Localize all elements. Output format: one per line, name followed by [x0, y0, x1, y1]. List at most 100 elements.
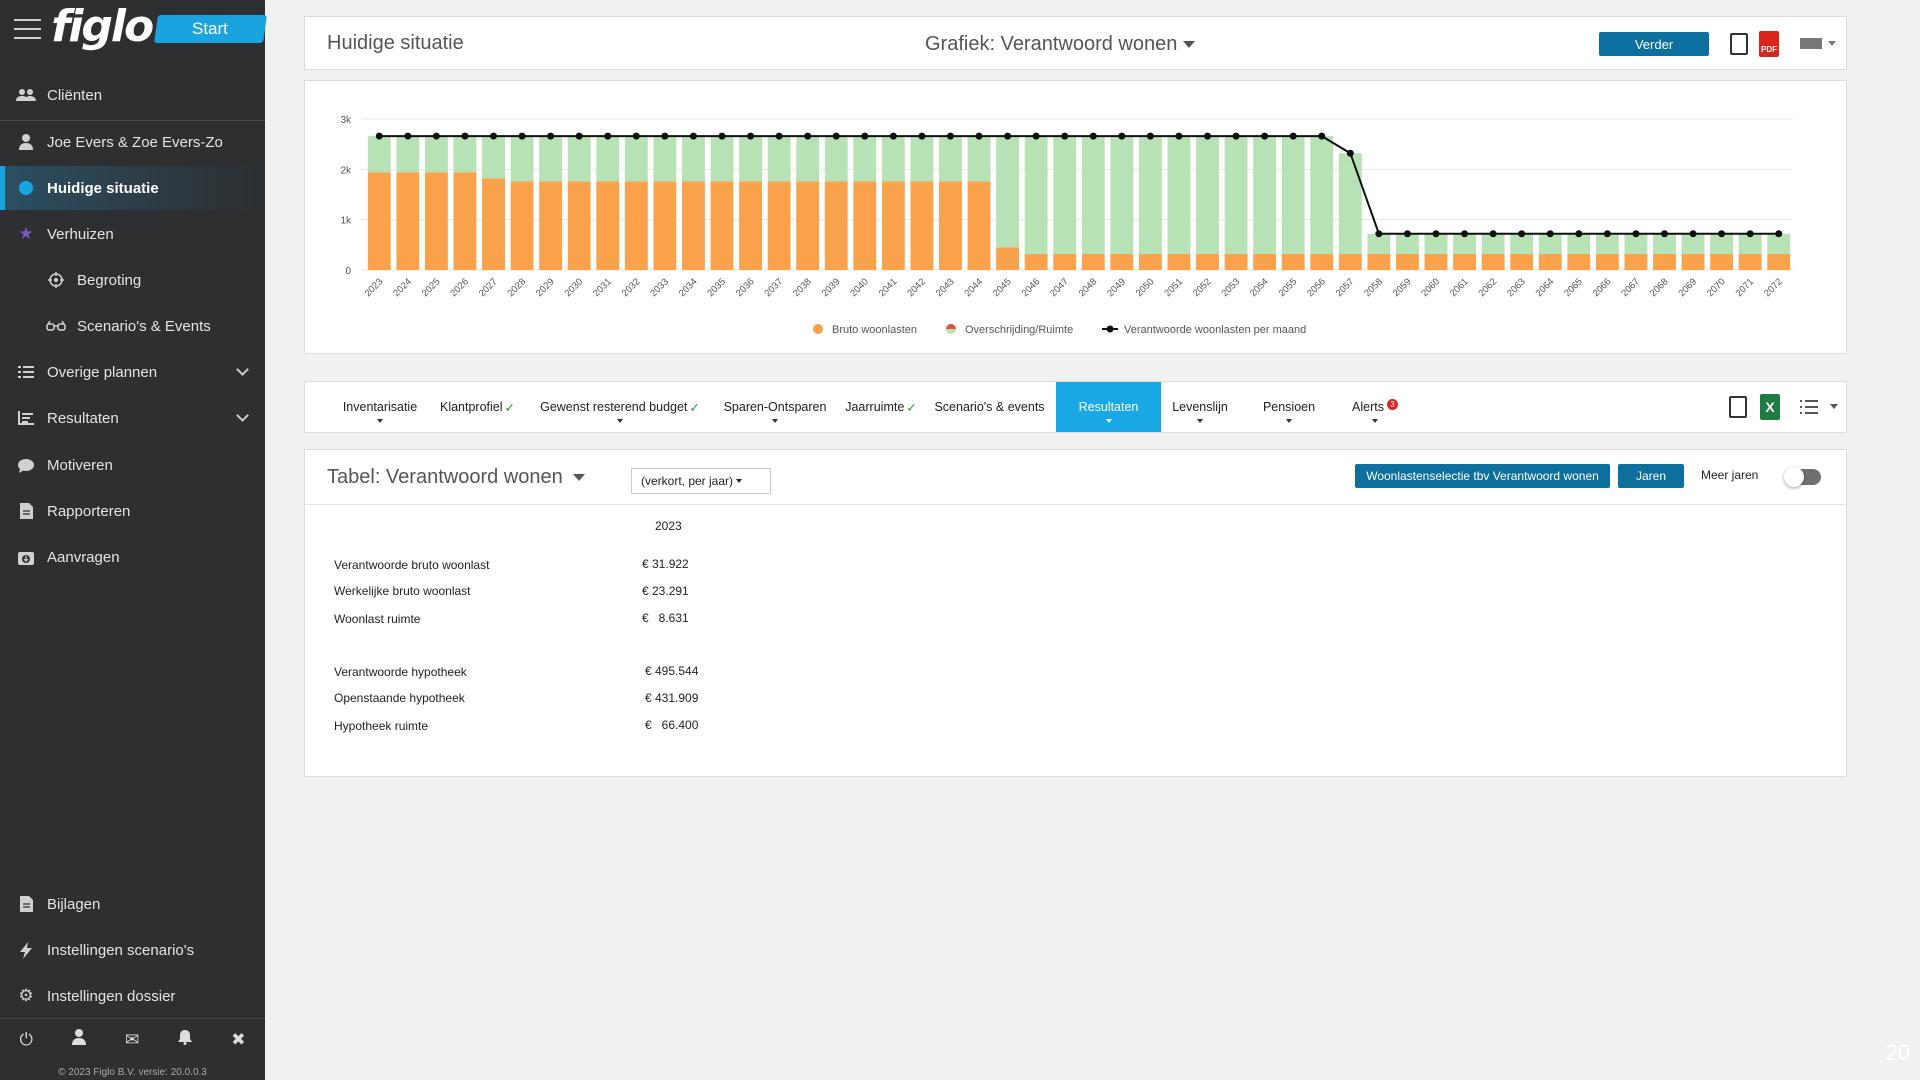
- line-point: [1603, 230, 1611, 238]
- sidebar-item-verhuizen[interactable]: ★ Verhuizen: [0, 212, 265, 256]
- sidebar-item-begroting[interactable]: Begroting: [0, 258, 265, 302]
- sidebar-item-scenarios-events[interactable]: Scenario's & Events: [0, 304, 265, 348]
- line-point: [1375, 230, 1383, 238]
- bar-overschrijding-ruimte: [967, 136, 991, 182]
- legend-swatch-point: [1106, 325, 1114, 333]
- copy-icon[interactable]: [1725, 33, 1748, 61]
- divider: [305, 504, 1846, 505]
- view-dropdown[interactable]: [1800, 38, 1836, 49]
- alert-count-badge: 3: [1386, 398, 1398, 410]
- copy-icon[interactable]: [1724, 396, 1747, 424]
- pdf-icon[interactable]: PDF: [1759, 31, 1779, 57]
- tab-resultaten[interactable]: Resultaten: [1056, 382, 1161, 432]
- sidebar-item-aanvragen[interactable]: Aanvragen: [0, 535, 265, 579]
- sidebar-item-bijlagen[interactable]: Bijlagen: [0, 882, 265, 926]
- excel-icon[interactable]: X: [1760, 394, 1780, 420]
- sidebar: figlo Start Cliënten Joe Evers & Zoe Eve…: [0, 0, 267, 1080]
- bar-overschrijding-ruimte: [1624, 233, 1648, 254]
- period-select[interactable]: (verkort, per jaar): [631, 468, 771, 494]
- x-tick-label: 2039: [820, 276, 843, 299]
- line-point: [1261, 132, 1269, 140]
- tab-klantprofiel[interactable]: Klantprofiel ✓: [435, 382, 520, 432]
- bar-bruto-woonlasten: [1338, 253, 1362, 270]
- sidebar-item-instellingen-dossier[interactable]: ⚙ Instellingen dossier: [0, 974, 265, 1018]
- bar-overschrijding-ruimte: [682, 136, 705, 182]
- x-tick-label: 2045: [991, 276, 1014, 299]
- line-point: [661, 132, 669, 140]
- x-tick-label: 2038: [791, 276, 814, 299]
- tab-inventarisatie[interactable]: Inventarisatie: [335, 382, 425, 432]
- check-icon: ✓: [906, 400, 917, 415]
- jaren-button[interactable]: Jaren: [1618, 464, 1684, 488]
- x-tick-label: 2034: [677, 276, 700, 299]
- tools-icon[interactable]: ✖: [231, 1029, 246, 1049]
- x-tick-label: 2048: [1077, 276, 1100, 299]
- user-icon[interactable]: [71, 1029, 86, 1050]
- caret-down-icon[interactable]: [1830, 404, 1838, 409]
- bar-bruto-woonlasten: [482, 178, 505, 270]
- line-point: [1632, 230, 1640, 238]
- menu-icon[interactable]: [14, 19, 42, 39]
- chevron-down-icon[interactable]: [236, 409, 249, 422]
- list-view-icon[interactable]: [1800, 400, 1818, 414]
- legend-label: Bruto woonlasten: [832, 324, 917, 336]
- bar-bruto-woonlasten: [1767, 253, 1791, 270]
- bar-bruto-woonlasten: [967, 181, 991, 270]
- next-button[interactable]: Verder: [1599, 32, 1709, 56]
- power-icon[interactable]: ⏻: [19, 1029, 33, 1049]
- bar-bruto-woonlasten: [710, 181, 734, 270]
- bar-bruto-woonlasten: [939, 181, 962, 270]
- x-tick-label: 2043: [934, 276, 957, 299]
- x-tick-label: 2024: [391, 276, 414, 299]
- bar-bruto-woonlasten: [1138, 253, 1162, 270]
- bar-bruto-woonlasten: [396, 172, 420, 270]
- sidebar-item-motiveren[interactable]: Motiveren: [0, 443, 265, 487]
- bar-overschrijding-ruimte: [939, 136, 962, 182]
- file-icon: [16, 894, 36, 914]
- bar-overschrijding-ruimte: [567, 136, 591, 182]
- bar-bruto-woonlasten: [996, 247, 1020, 270]
- bar-overschrijding-ruimte: [710, 136, 734, 182]
- start-tab-label: Start: [192, 19, 229, 38]
- tab-levenslijn[interactable]: Levenslijn: [1165, 382, 1235, 432]
- chart-selector[interactable]: Grafiek: Verantwoord wonen: [925, 33, 1196, 56]
- sidebar-item-clienten[interactable]: Cliënten: [0, 73, 265, 117]
- bar-overschrijding-ruimte: [1567, 233, 1591, 254]
- sidebar-item-instellingen-scenarios[interactable]: Instellingen scenario's: [0, 928, 265, 972]
- sidebar-item-resultaten[interactable]: Resultaten: [0, 396, 265, 440]
- bar-overschrijding-ruimte: [510, 136, 534, 182]
- bar-bruto-woonlasten: [796, 181, 820, 270]
- tab-alerts[interactable]: Alerts 3: [1340, 382, 1410, 432]
- meer-jaren-toggle[interactable]: [1784, 467, 1821, 487]
- tab-pensioen[interactable]: Pensioen: [1249, 382, 1329, 432]
- x-tick-label: 2051: [1162, 276, 1185, 299]
- bar-overschrijding-ruimte: [1767, 233, 1791, 254]
- bar-overschrijding-ruimte: [1681, 233, 1705, 254]
- sidebar-item-huidige-situatie[interactable]: Huidige situatie: [0, 166, 265, 210]
- line-point: [1089, 132, 1097, 140]
- tab-scenarios-events[interactable]: Scenario's & events: [932, 382, 1047, 432]
- tab-label: Jaarruimte: [845, 400, 905, 414]
- caret-down-icon: [1286, 419, 1292, 423]
- x-tick-label: 2044: [962, 276, 985, 299]
- sidebar-item-overige-plannen[interactable]: Overige plannen: [0, 350, 265, 394]
- bell-icon[interactable]: [178, 1029, 193, 1050]
- tab-jaarruimte[interactable]: Jaarruimte ✓: [841, 382, 921, 432]
- chart-panel: 0 1k 2k 3k 2023 2024 2025 2026 2027 2028 2029 2030 2…: [304, 80, 1847, 354]
- line-point: [1318, 132, 1326, 140]
- tab-gewenst-resterend-budget[interactable]: Gewenst resterend budget ✓: [535, 382, 705, 432]
- chevron-down-icon[interactable]: [236, 363, 249, 376]
- x-tick-label: 2033: [648, 276, 671, 299]
- bar-bruto-woonlasten: [1253, 253, 1277, 270]
- sidebar-item-rapporteren[interactable]: Rapporteren: [0, 489, 265, 533]
- mail-icon[interactable]: ✉: [124, 1029, 140, 1049]
- table-selector[interactable]: Tabel: Verantwoord wonen: [327, 466, 585, 489]
- bar-overschrijding-ruimte: [1224, 136, 1248, 254]
- start-tab[interactable]: Start: [154, 15, 267, 43]
- line-point: [404, 132, 412, 140]
- x-tick-label: 2060: [1419, 276, 1442, 299]
- caret-down-icon: [1372, 419, 1378, 423]
- tab-sparen-ontsparen[interactable]: Sparen-Ontsparen: [720, 382, 830, 432]
- sidebar-item-client-name[interactable]: Joe Evers & Zoe Evers-Zo: [0, 120, 265, 164]
- woonlastenselectie-button[interactable]: Woonlastenselectie tbv Verantwoord wonen: [1355, 464, 1610, 488]
